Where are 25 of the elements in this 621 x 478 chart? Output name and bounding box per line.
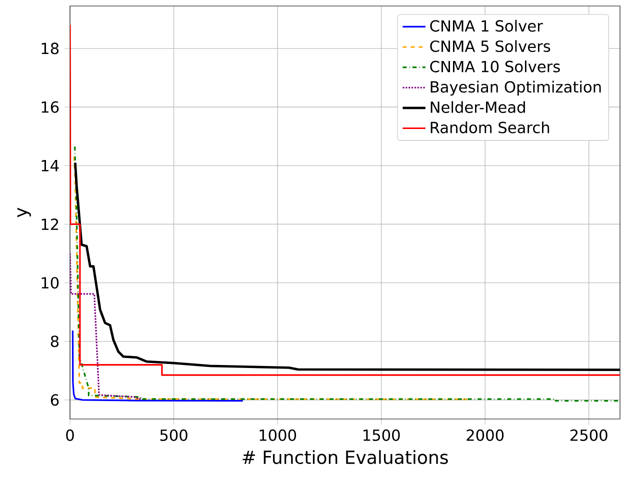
y-tick-label: 18 — [42, 42, 59, 54]
legend-label: Bayesian Optimization — [430, 80, 601, 96]
y-tick-label: 16 — [42, 101, 59, 113]
line-series — [72, 330, 244, 402]
line-series — [74, 146, 620, 402]
legend-label: CNMA 5 Solvers — [430, 40, 550, 52]
x-tick-label: 0 — [66, 429, 74, 441]
y-tick-label: 8 — [50, 336, 59, 348]
line-series — [73, 156, 468, 400]
legend-label: CNMA 10 Solvers — [430, 60, 560, 72]
x-tick-label: 500 — [160, 429, 188, 441]
y-tick-label: 10 — [42, 276, 59, 289]
legend-label: CNMA 1 Solver — [430, 20, 543, 32]
x-tick-label: 2500 — [570, 429, 608, 441]
line-series — [70, 252, 142, 400]
y-tick-label: 14 — [42, 160, 59, 172]
legend-label: Nelder-Mead — [430, 101, 525, 113]
x-tick-label: 2000 — [466, 429, 504, 441]
x-tick-label: 1500 — [364, 429, 400, 441]
legend-label: Random Search — [430, 121, 550, 134]
y-tick-label: 12 — [42, 218, 58, 230]
y-tick-label: 6 — [50, 394, 59, 406]
y-axis-title: y — [17, 208, 31, 218]
x-tick-label: 1000 — [260, 429, 296, 441]
x-axis-title: # Function Evaluations — [242, 450, 448, 464]
